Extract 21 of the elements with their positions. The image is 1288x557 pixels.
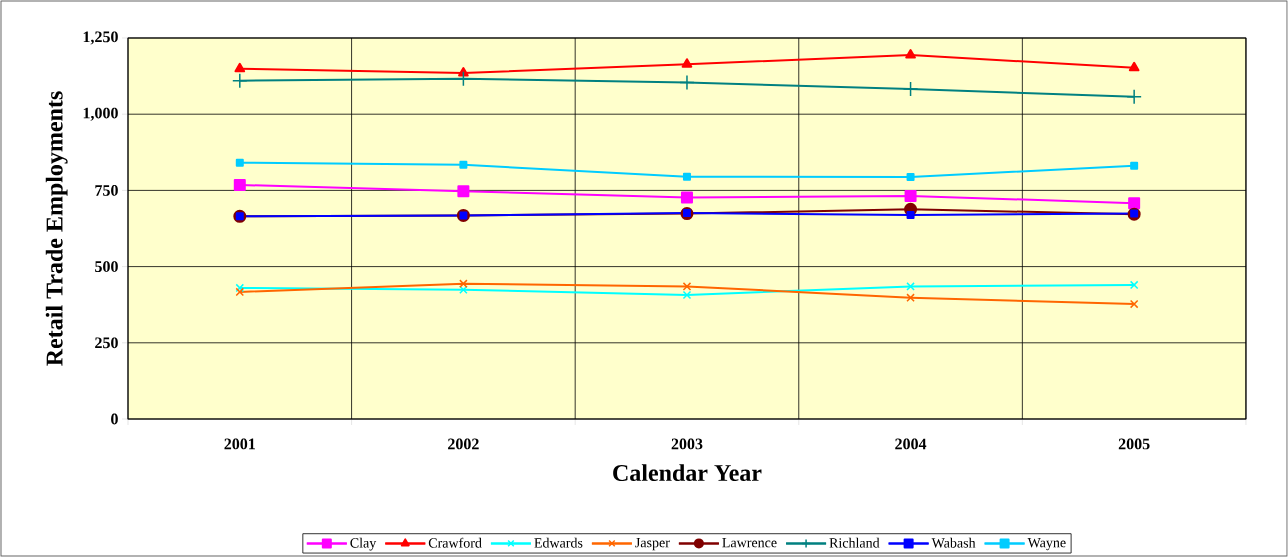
x-tick-label: 2003 bbox=[671, 438, 703, 450]
x-tick-label: 2004 bbox=[895, 438, 927, 450]
y-tick-label: 750 bbox=[95, 185, 118, 196]
y-tick-label: 1,250 bbox=[83, 31, 118, 45]
legend-label: Wayne bbox=[1027, 538, 1066, 551]
x-tick-label: 2001 bbox=[224, 438, 255, 450]
y-tick-label: 500 bbox=[95, 261, 118, 272]
legend-label: Richland bbox=[829, 537, 880, 548]
legend-label: Jasper bbox=[635, 538, 670, 551]
y-tick-label: 0 bbox=[111, 413, 118, 425]
y-tick-label: 1,000 bbox=[83, 107, 118, 121]
x-tick-label: 2005 bbox=[1118, 438, 1150, 450]
legend-label: Wabash bbox=[931, 537, 976, 548]
y-axis-title: Retail Trade Employments bbox=[45, 91, 68, 366]
legend-label: Clay bbox=[350, 537, 377, 551]
legend-label: Edwards bbox=[534, 537, 583, 548]
y-tick-label: 250 bbox=[95, 337, 118, 349]
legend-label: Lawrence bbox=[722, 538, 777, 548]
x-axis-title: Calendar Year bbox=[613, 464, 762, 482]
legend-label: Crawford bbox=[428, 537, 482, 548]
x-tick-label: 2002 bbox=[448, 438, 479, 450]
